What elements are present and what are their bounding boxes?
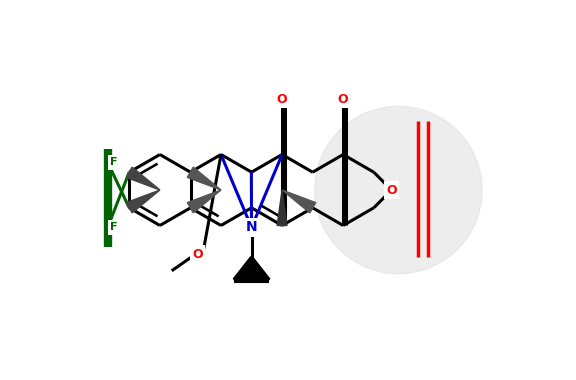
Polygon shape — [282, 190, 316, 213]
Polygon shape — [234, 257, 269, 280]
Text: O: O — [338, 93, 348, 106]
Polygon shape — [187, 190, 221, 213]
Text: O: O — [192, 247, 203, 261]
Text: F: F — [110, 222, 118, 233]
Text: F: F — [110, 157, 118, 168]
Polygon shape — [126, 190, 160, 213]
Text: N: N — [246, 220, 257, 234]
Text: O: O — [277, 93, 287, 106]
Polygon shape — [187, 167, 221, 190]
Polygon shape — [314, 106, 482, 274]
Polygon shape — [126, 167, 160, 190]
Text: O: O — [386, 184, 397, 196]
Polygon shape — [277, 190, 287, 225]
